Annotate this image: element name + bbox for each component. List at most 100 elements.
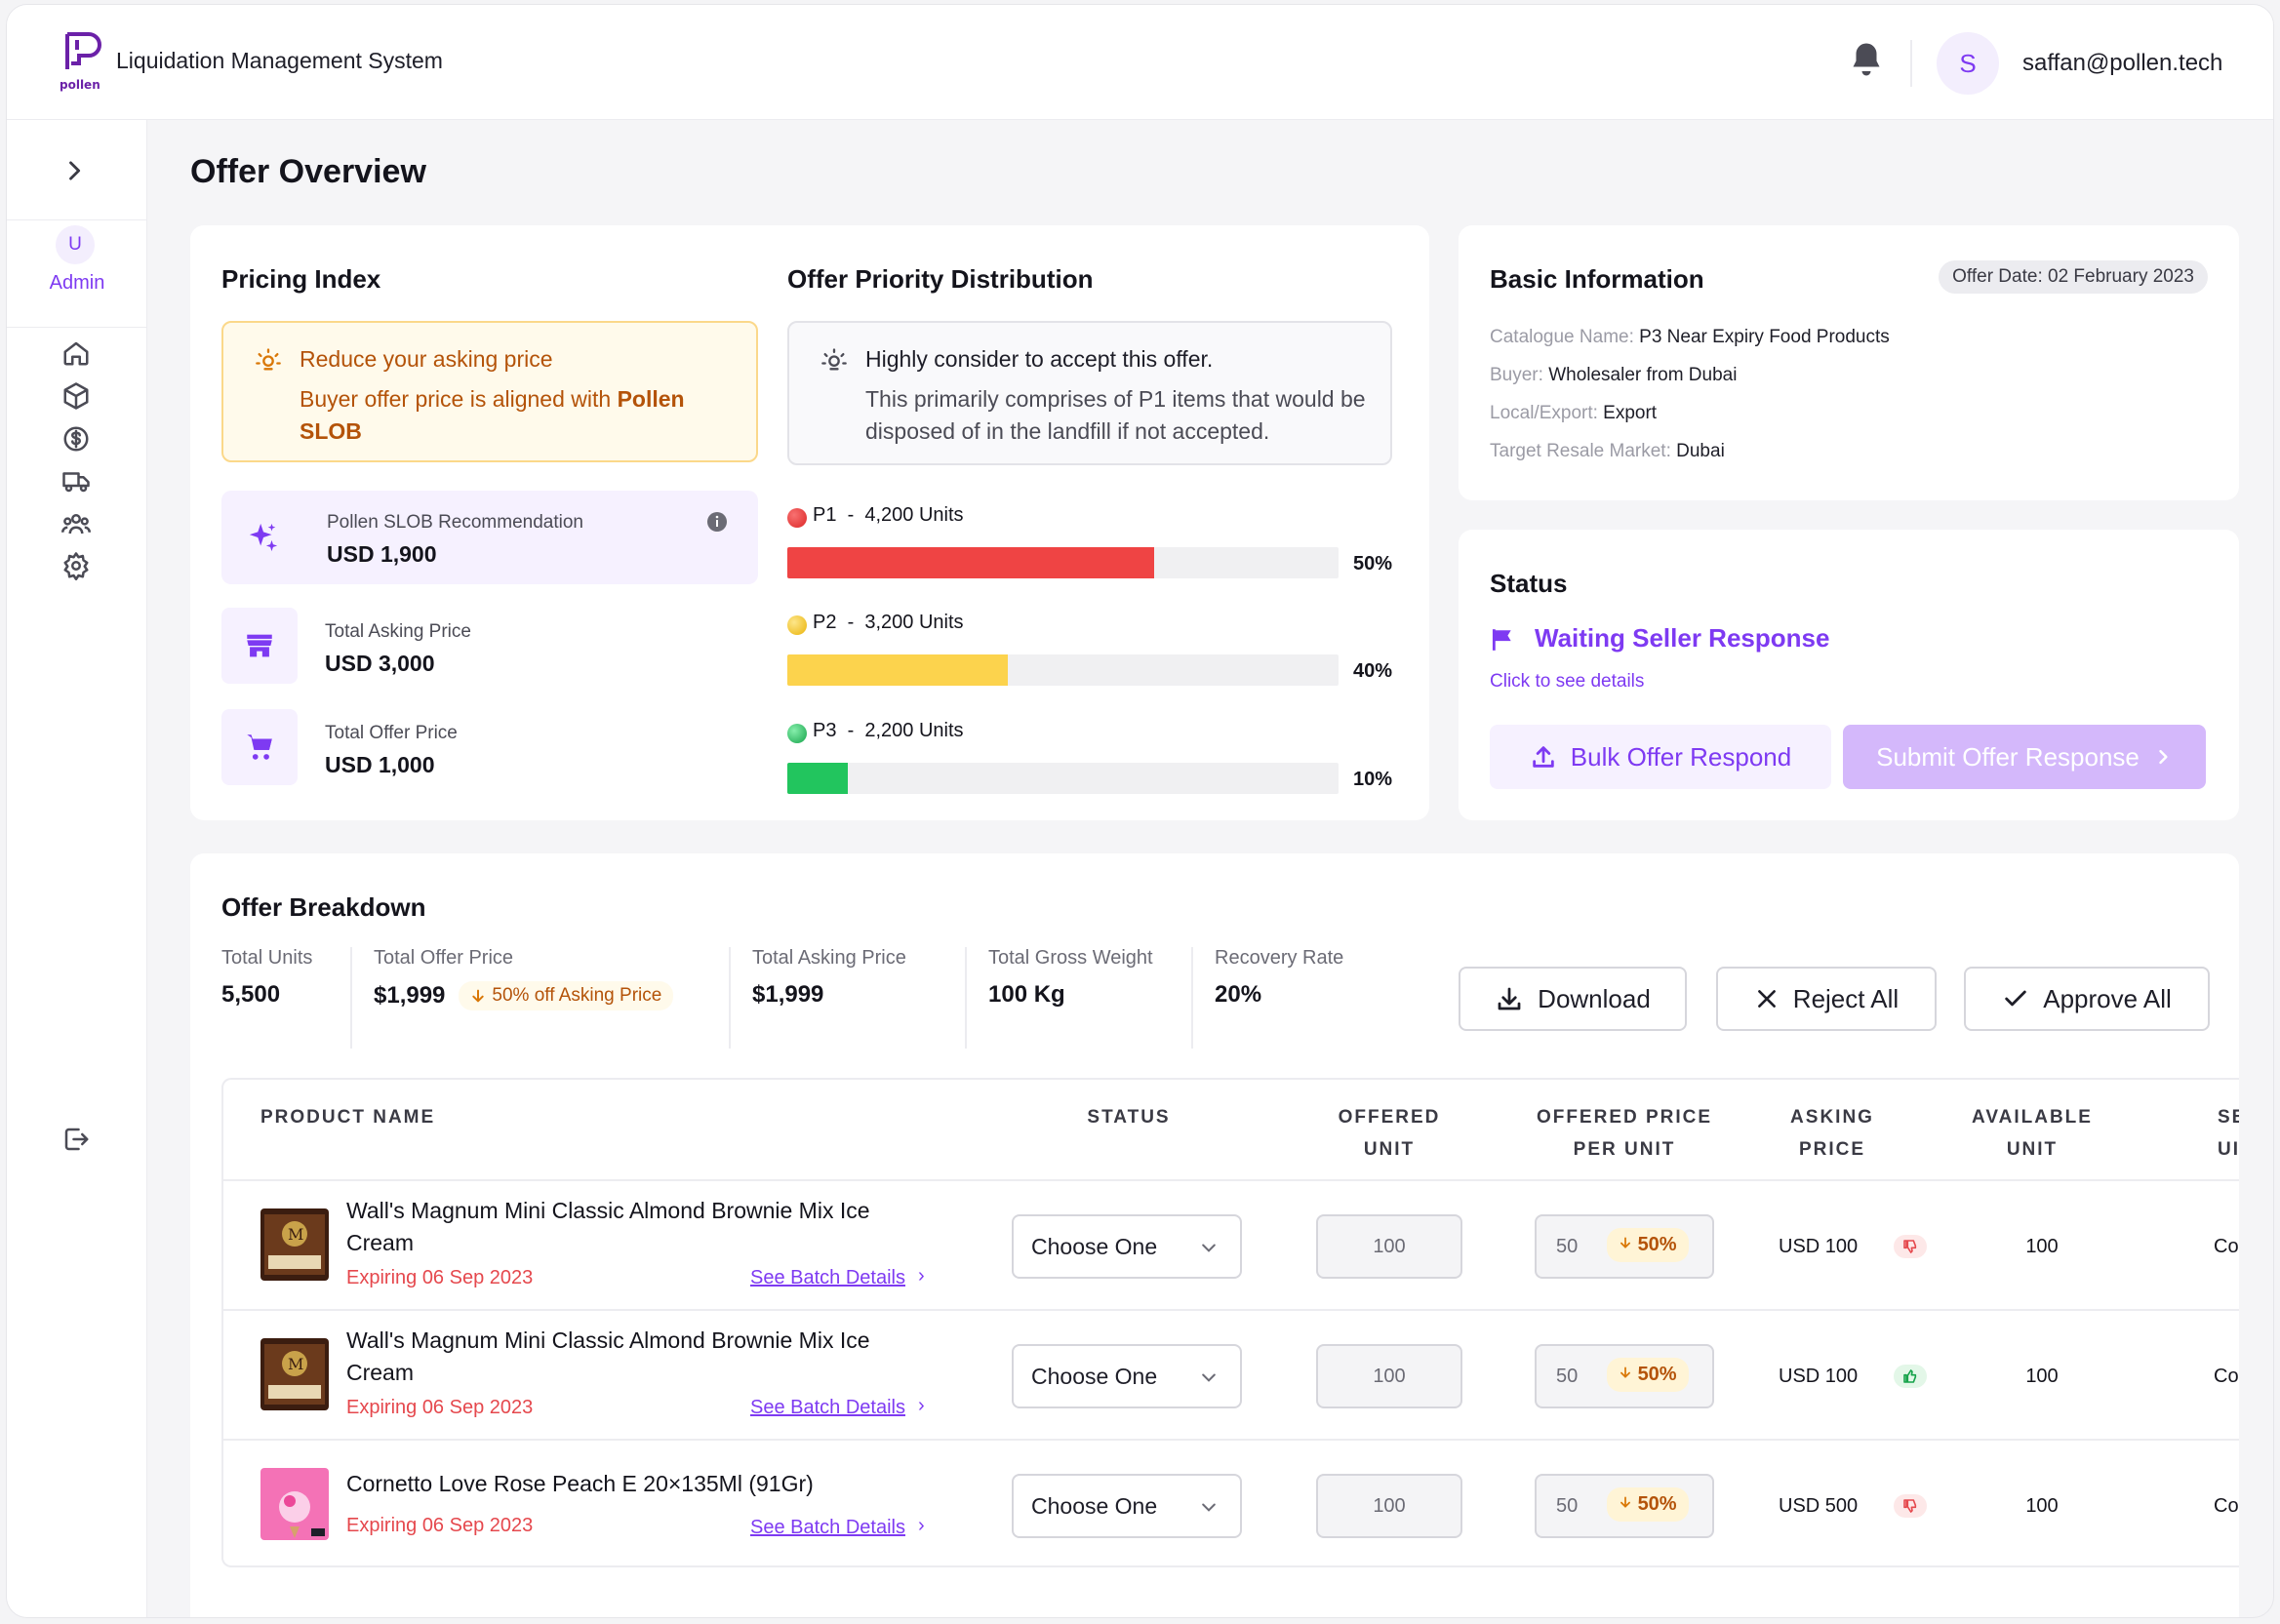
reject-all-label: Reject All — [1792, 983, 1900, 1013]
users-icon[interactable] — [61, 509, 91, 538]
see-batch-details-link[interactable]: See Batch Details — [750, 1267, 905, 1288]
table-row: Cornetto Love Rose Peach E 20×135Ml (91G… — [223, 1439, 2239, 1565]
available-unit: 100 — [2025, 1236, 2059, 1257]
product-expiry: Expiring 06 Sep 2023 — [346, 1267, 534, 1288]
close-icon — [1757, 990, 1776, 1008]
offered-unit-field[interactable]: 100 — [1316, 1344, 1462, 1408]
home-icon[interactable] — [61, 338, 91, 368]
chevron-down-icon — [1202, 1373, 1216, 1382]
info-buyer: Buyer: Wholesaler from Dubai — [1490, 365, 1738, 385]
cart-icon — [221, 709, 298, 785]
offered-price-field[interactable]: 50 50% — [1535, 1214, 1714, 1279]
logout-icon[interactable] — [61, 1125, 91, 1154]
seller-unit: Co — [2214, 1236, 2239, 1257]
chevron-right-icon[interactable]: › — [918, 1515, 925, 1536]
priority-track — [787, 654, 1339, 686]
status-select[interactable]: Choose One — [1012, 1344, 1242, 1408]
info-target-market: Target Resale Market: Dubai — [1490, 441, 1725, 461]
priority-percent: 10% — [1353, 769, 1393, 790]
approve-all-label: Approve All — [2043, 983, 2172, 1013]
priority-item-p1: P1 - 4,200 Units 50% — [787, 500, 1402, 578]
see-batch-details-link[interactable]: See Batch Details — [750, 1517, 905, 1538]
sidebar-expand-chevron-icon[interactable] — [60, 157, 88, 184]
box-icon[interactable] — [61, 381, 91, 411]
offered-price-field[interactable]: 50 50% — [1535, 1344, 1714, 1408]
available-unit: 100 — [2025, 1366, 2059, 1387]
status-details-link[interactable]: Click to see details — [1490, 671, 1645, 692]
priority-label: P3 - 2,200 Units — [813, 720, 964, 741]
download-button[interactable]: Download — [1459, 967, 1687, 1031]
reject-all-button[interactable]: Reject All — [1716, 967, 1937, 1031]
chevron-down-icon — [1202, 1244, 1216, 1252]
col-available-unit: AVAILABLE UNIT — [1972, 1107, 2093, 1160]
stat-total-units: Total Units 5,500 — [221, 947, 313, 1008]
arrow-down-icon — [1620, 1237, 1630, 1248]
stat-divider — [350, 947, 352, 1049]
priority-bar — [787, 763, 849, 794]
chevron-right-icon[interactable]: › — [918, 1395, 925, 1416]
priority-item-p2: P2 - 3,200 Units 40% — [787, 608, 1402, 686]
user-avatar[interactable]: S — [1937, 32, 1999, 95]
submit-offer-response-button[interactable]: Submit Offer Response — [1843, 725, 2206, 789]
asking-price: USD 100 — [1779, 1236, 1859, 1257]
thumbs-up-icon[interactable] — [1894, 1365, 1927, 1388]
dollar-icon[interactable] — [61, 424, 91, 454]
logo-text: pollen — [60, 78, 100, 92]
chevron-right-icon — [2159, 749, 2168, 765]
page-title: Offer Overview — [190, 153, 426, 190]
status-select[interactable]: Choose One — [1012, 1214, 1242, 1279]
priority-label: P1 - 4,200 Units — [813, 504, 964, 526]
offered-price-field[interactable]: 50 50% — [1535, 1474, 1714, 1538]
header-divider — [1910, 40, 1912, 87]
info-local-export: Local/Export: Export — [1490, 403, 1658, 423]
product-name: Wall's Magnum Mini Classic Almond Browni… — [346, 1327, 870, 1385]
status-card: Status Waiting Seller Response Click to … — [1459, 530, 2239, 820]
notification-bell-icon[interactable] — [1849, 40, 1884, 79]
priority-title: Offer Priority Distribution — [787, 264, 1094, 294]
col-seller-unit: SEL UI — [2218, 1107, 2239, 1160]
pollen-logo[interactable]: pollen — [58, 30, 106, 95]
top-header: pollen Liquidation Management System S s… — [7, 5, 2273, 120]
sidebar-avatar[interactable]: U — [56, 225, 95, 264]
total-offer-label: Total Offer Price — [325, 723, 458, 743]
thumbs-down-icon[interactable] — [1894, 1235, 1927, 1258]
offer-date-badge: Offer Date: 02 February 2023 — [1939, 260, 2208, 294]
bulk-offer-respond-label: Bulk Offer Respond — [1570, 741, 1792, 772]
basic-info-card: Basic Information Offer Date: 02 Februar… — [1459, 225, 2239, 500]
check-icon — [2005, 990, 2026, 1007]
user-email[interactable]: saffan@pollen.tech — [2022, 50, 2223, 76]
offered-price-value: 50 — [1556, 1236, 1579, 1257]
truck-icon[interactable] — [61, 466, 91, 495]
available-unit: 100 — [2025, 1495, 2059, 1517]
offered-price-value: 50 — [1556, 1495, 1579, 1517]
info-icon[interactable] — [705, 510, 729, 534]
priority-bar — [787, 654, 1008, 686]
svg-text:M: M — [288, 1225, 303, 1244]
thumbs-down-icon[interactable] — [1894, 1494, 1927, 1518]
sun-icon — [820, 346, 848, 374]
chevron-right-icon[interactable]: › — [918, 1265, 925, 1287]
pricing-alert-title: Reduce your asking price — [300, 346, 553, 372]
stat-total-offer: Total Offer Price $1,999 50% off Asking … — [374, 947, 674, 1010]
offered-unit-field[interactable]: 100 — [1316, 1474, 1462, 1538]
status-select[interactable]: Choose One — [1012, 1474, 1242, 1538]
total-offer-row: Total Offer Price USD 1,000 — [221, 709, 748, 787]
chevron-down-icon — [1202, 1503, 1216, 1512]
sidebar-divider — [7, 327, 147, 328]
approve-all-button[interactable]: Approve All — [1964, 967, 2210, 1031]
priority-percent: 40% — [1353, 660, 1393, 682]
discount-pill: 50% — [1607, 1228, 1689, 1262]
upload-icon — [1533, 746, 1554, 768]
download-label: Download — [1538, 983, 1651, 1013]
priority-label: P2 - 3,200 Units — [813, 612, 964, 633]
product-expiry: Expiring 06 Sep 2023 — [346, 1397, 534, 1418]
discount-pill: 50% — [1607, 1358, 1689, 1392]
col-offered-unit: OFFERED UNIT — [1338, 1107, 1441, 1160]
offered-unit-field[interactable]: 100 — [1316, 1214, 1462, 1279]
bulk-offer-respond-button[interactable]: Bulk Offer Respond — [1490, 725, 1831, 789]
settings-icon[interactable] — [61, 551, 91, 580]
asking-price: USD 100 — [1779, 1366, 1859, 1387]
see-batch-details-link[interactable]: See Batch Details — [750, 1397, 905, 1418]
col-asking-price: ASKING PRICE — [1790, 1107, 1874, 1160]
offer-breakdown-title: Offer Breakdown — [221, 892, 426, 922]
